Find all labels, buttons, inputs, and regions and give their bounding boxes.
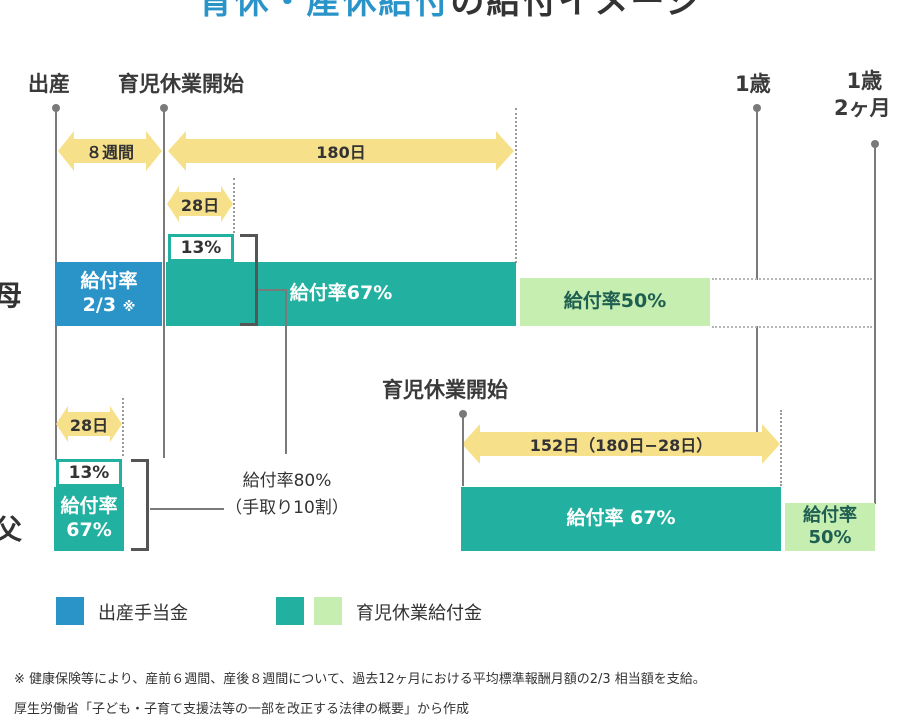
- day152-guide: [780, 410, 782, 486]
- legend-childcare-swatch-light: [314, 597, 342, 625]
- connector-mother-v: [285, 289, 287, 454]
- days-152-arrow: 152日（180日−28日）: [462, 424, 780, 464]
- timeline-one-year-label: 1歳: [735, 72, 771, 96]
- mother-extra-pct: 13%: [168, 234, 234, 262]
- days-28-mother-arrow: 28日: [167, 186, 233, 222]
- mother-maternity-line2-wrap: 2/3 ※: [83, 294, 136, 318]
- father-rate50-line1: 給付率: [803, 504, 857, 526]
- title-part2: の給付イメージ: [450, 0, 702, 22]
- combined-line2: （手取り10割）: [225, 498, 349, 519]
- row-label-mother: 母: [0, 279, 23, 312]
- mother-maternity-bar: 給付率 2/3 ※: [56, 262, 162, 326]
- row-label-father: 父: [0, 513, 23, 546]
- mother-rate50-bar: 給付率50%: [520, 278, 710, 326]
- one-year-line-upper: [756, 108, 758, 280]
- page-title: 育休・産休給付の給付イメージ: [0, 0, 900, 23]
- connector-mother-h: [258, 289, 286, 291]
- mother-bracket: [240, 234, 258, 326]
- legend-childcare-label: 育児休業給付金: [356, 603, 482, 624]
- mother-maternity-line1: 給付率: [80, 270, 138, 293]
- day28-guide-mother: [233, 178, 235, 233]
- days-28-father-label: 28日: [69, 416, 109, 435]
- mother-maternity-mark: ※: [122, 300, 136, 315]
- footnote: ※ 健康保険等により、産前６週間、産後８週間について、過去12ヶ月における平均標…: [14, 672, 706, 687]
- eight-weeks-label: ８週間: [85, 143, 134, 162]
- father-rate-line2: 67%: [66, 519, 112, 541]
- father-rate50-line2: 50%: [808, 527, 852, 548]
- legend-childcare-swatch-dark: [276, 597, 304, 625]
- day28-guide-father: [122, 398, 124, 456]
- days-180-arrow-shape: [168, 131, 514, 171]
- mother-maternity-line2: 2/3: [82, 294, 117, 316]
- timeline-birth-label: 出産: [28, 72, 70, 96]
- eight-weeks-arrow: ８週間: [58, 131, 162, 171]
- father-extra-pct: 13%: [56, 459, 122, 487]
- timeline-one-year-two-month-line2: 2ヶ月: [834, 96, 891, 121]
- days-152-label: 152日（180日−28日）: [529, 436, 713, 455]
- father-leave-start-label: 育児休業開始: [382, 378, 508, 402]
- timeline-one-year-two-month-label: 1歳 2ヶ月: [834, 68, 891, 123]
- leave-start-line: [163, 108, 165, 458]
- timeline-leave-start-label: 育児休業開始: [118, 72, 244, 96]
- source-note: 厚生労働省「子ども・子育て支援法等の一部を改正する法律の概要」から作成: [14, 702, 470, 717]
- combined-rate-label: 給付率80% （手取り10割）: [212, 468, 362, 522]
- father-rate67-bar: 給付率 67%: [461, 487, 781, 551]
- days-180-arrow: 180日: [168, 131, 514, 171]
- connector-father-h: [150, 508, 224, 510]
- days-180-label: 180日: [316, 143, 366, 162]
- day180-guide: [515, 108, 517, 263]
- one-year-line-lower: [756, 326, 758, 446]
- father-bracket: [131, 459, 149, 551]
- legend-maternity-swatch: [56, 597, 84, 625]
- title-part1: 育休・産休給付: [198, 0, 451, 22]
- mother-continuation-bottom: [712, 326, 872, 328]
- one-year-two-month-line: [874, 144, 876, 504]
- father-leave-start-line: [462, 414, 464, 486]
- mother-rate67-bar: 給付率67%: [166, 262, 516, 326]
- legend-maternity-label: 出産手当金: [98, 603, 188, 624]
- days-152-arrow-shape: [462, 424, 780, 464]
- eight-weeks-arrow-shape: [58, 131, 162, 171]
- days-28-mother-arrow-shape: [167, 186, 233, 222]
- father-rate67-short-bar: 給付率 67%: [54, 487, 124, 551]
- days-28-father-arrow: 28日: [56, 406, 122, 442]
- father-rate50-bar: 給付率 50%: [785, 503, 875, 551]
- days-28-mother-label: 28日: [180, 196, 220, 215]
- father-rate-line1: 給付率: [60, 495, 118, 518]
- combined-line1: 給付率80%: [242, 471, 332, 491]
- days-28-father-arrow-shape: [56, 406, 122, 442]
- mother-continuation-top: [712, 278, 872, 280]
- timeline-one-year-two-month-line1: 1歳: [846, 69, 883, 93]
